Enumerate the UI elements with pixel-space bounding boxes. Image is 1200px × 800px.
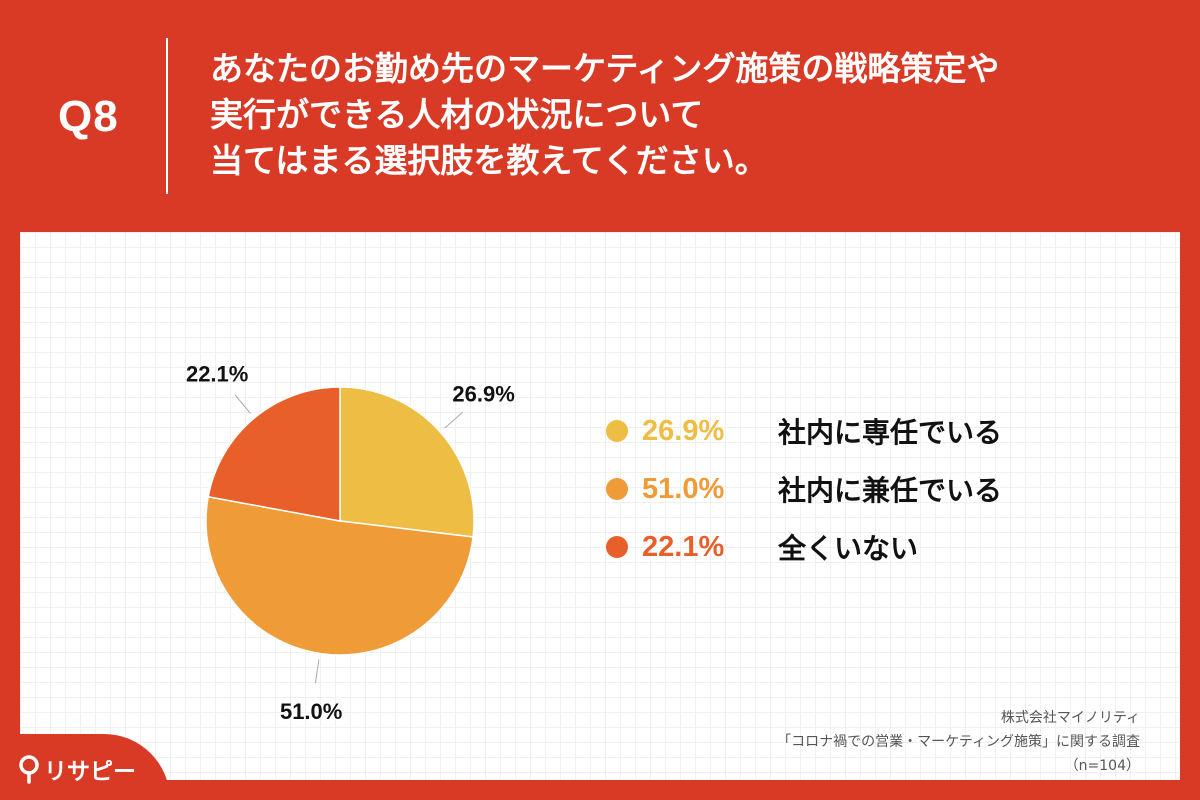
brand-logo: リサピー <box>18 752 136 786</box>
legend: 26.9% 社内に専任でいる 51.0% 社内に兼任でいる 22.1% 全くいな… <box>606 402 1002 576</box>
legend-label: 全くいない <box>778 532 919 565</box>
legend-percent: 26.9% <box>642 414 725 447</box>
legend-item: 26.9% 社内に専任でいる <box>606 402 1002 460</box>
pie-slice <box>207 386 341 522</box>
legend-label: 社内に専任でいる <box>778 416 1003 449</box>
legend-item: 51.0% 社内に兼任でいる <box>606 460 1002 518</box>
source-company: 株式会社マイノリティ <box>1000 710 1140 726</box>
pie-slice <box>339 386 475 538</box>
pie-slice <box>205 495 474 656</box>
pie-chart: 26.9% 51.0% 22.1% <box>186 361 515 724</box>
question-text: あなたのお勤め先のマーケティング施策の戦略策定や 実行ができる人材の状況について… <box>210 46 1140 184</box>
legend-item: 22.1% 全くいない <box>606 518 1002 576</box>
header-divider <box>166 38 168 194</box>
legend-dot <box>606 536 628 558</box>
source-survey: 「コロナ禍での営業・マーケティング施策」に関する調査 <box>777 734 1140 750</box>
question-line: 実行ができる人材の状況について <box>210 95 704 134</box>
slice-value-label: 51.0% <box>280 699 342 724</box>
legend-dot <box>606 478 628 500</box>
legend-label: 社内に兼任でいる <box>778 474 1003 507</box>
legend-percent: 51.0% <box>642 472 725 505</box>
legend-percent: 22.1% <box>642 530 725 563</box>
q-label: Q8 <box>58 92 119 141</box>
slice-leader-line <box>234 394 251 414</box>
logo-tab <box>0 734 170 800</box>
source-note: 株式会社マイノリティ 「コロナ禍での営業・マーケティング施策」に関する調査 （n… <box>777 706 1140 778</box>
slice-leader-line <box>314 659 320 684</box>
slice-leader-line <box>444 411 464 429</box>
question-line: 当てはまる選択肢を教えてください。 <box>210 141 768 180</box>
chart-panel: 26.9% 51.0% 22.1% 26.9% 社内に専任でいる 51.0% 社内に… <box>20 232 1180 780</box>
pin-icon <box>19 755 39 784</box>
legend-dot <box>606 420 628 442</box>
slice-value-label: 22.1% <box>186 361 248 386</box>
slice-value-label: 26.9% <box>452 382 514 407</box>
question-line: あなたのお勤め先のマーケティング施策の戦略策定や <box>210 49 1000 88</box>
source-sample-size: （n=104） <box>1064 758 1140 774</box>
brand-name: リサピー <box>44 759 136 785</box>
